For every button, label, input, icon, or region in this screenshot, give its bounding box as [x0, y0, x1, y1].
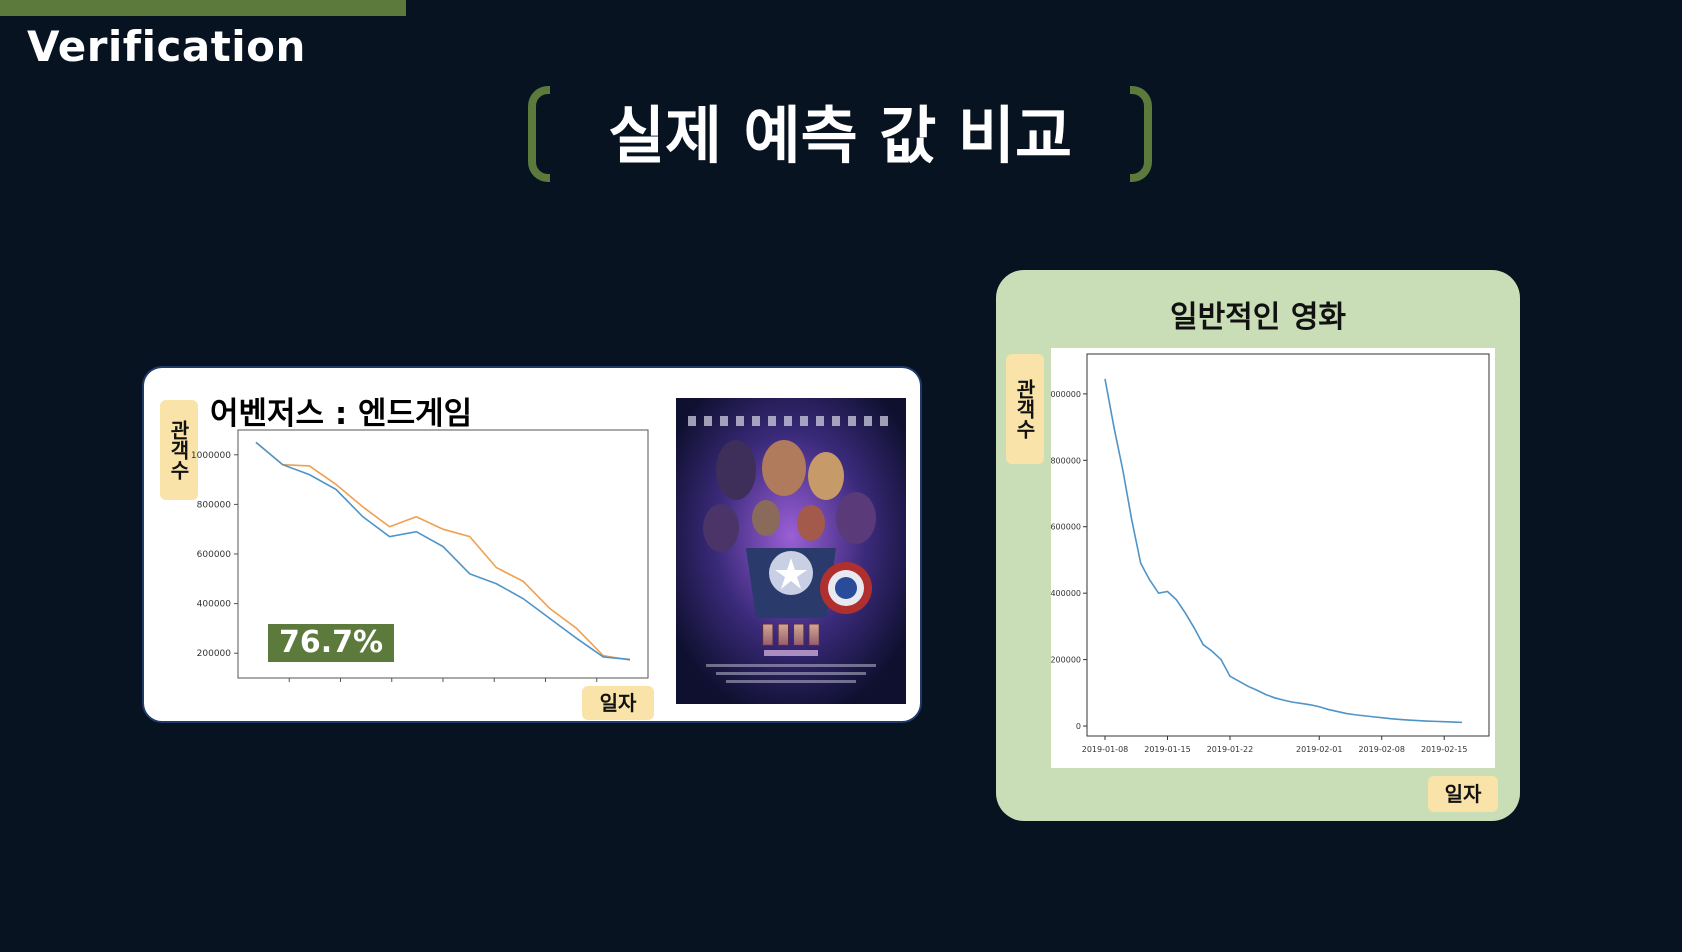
y-tick-label: 400000 [1051, 589, 1081, 598]
typical-movie-plot: 0 200000 400000 600000 800000 1000000 2019-01-… [1051, 348, 1495, 768]
typical-movie-card: 일반적인 영화 관객수 0 200000 400000 600000 800000 100… [996, 270, 1520, 821]
y-tick-label: 200000 [197, 649, 232, 659]
plot-frame [1087, 354, 1489, 736]
y-axis-label-box: 관객수 [1006, 354, 1044, 464]
y-tick-label: 400000 [197, 600, 232, 610]
panel-title: 일반적인 영화 [996, 292, 1520, 336]
title-bracket-left [528, 86, 550, 182]
title-bracket-right [1130, 86, 1152, 182]
x-tick-label: 2019-01-08 [1082, 745, 1129, 754]
y-tick-label: 800000 [197, 500, 232, 510]
y-tick-label: 600000 [197, 550, 232, 560]
accuracy-badge: 76.7% [268, 624, 394, 662]
x-tick-label: 2019-02-01 [1296, 745, 1343, 754]
x-axis-label: 일자 [1428, 776, 1498, 812]
y-tick-label: 1000000 [1051, 390, 1081, 399]
x-axis-label: 일자 [582, 686, 654, 720]
y-tick-label: 200000 [1051, 656, 1081, 665]
y-tick-label: 600000 [1051, 523, 1081, 532]
page-title: 실제 예측 값 비교 [560, 96, 1120, 176]
svg-text:▮▮▮▮: ▮▮▮▮ [760, 616, 822, 649]
x-tick-label: 2019-01-22 [1207, 745, 1254, 754]
brand-title: Verification [27, 22, 306, 71]
y-tick-label: 1000000 [192, 451, 231, 461]
series-line-audience [1105, 379, 1462, 722]
y-axis-label: 관객수 [1006, 354, 1044, 464]
x-tick-label: 2019-02-15 [1421, 745, 1468, 754]
y-tick-label: 0 [1076, 722, 1081, 731]
y-tick-label: 800000 [1051, 456, 1081, 465]
x-tick-label: 2019-02-08 [1358, 745, 1405, 754]
typical-movie-chart: 0 200000 400000 600000 800000 1000000 2019-01-… [1051, 348, 1495, 768]
x-tick-label: 2019-01-15 [1144, 745, 1191, 754]
movie-poster-image: ▮▮▮▮ [676, 398, 906, 704]
endgame-card: 관객수 어벤저스 : 엔드게임 200000 400000 600000 800000… [142, 366, 922, 723]
top-accent-bar [0, 0, 406, 16]
